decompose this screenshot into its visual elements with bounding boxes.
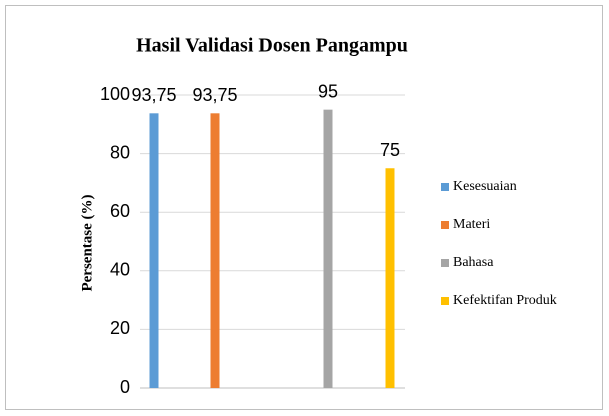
bar [149, 113, 159, 388]
bar [323, 109, 333, 389]
y-tick-label: 100 [100, 84, 130, 104]
bar [210, 113, 220, 388]
data-label: 75 [380, 140, 400, 160]
legend-swatch [441, 259, 449, 267]
data-label: 93,75 [131, 85, 176, 105]
y-tick-label: 40 [110, 260, 130, 280]
y-tick-label: 60 [110, 201, 130, 221]
legend-swatch [441, 183, 449, 191]
y-tick-label: 80 [110, 142, 130, 162]
legend-label: Kesesuaian [453, 179, 517, 194]
data-label: 95 [318, 81, 338, 101]
legend-label: Materi [453, 217, 490, 232]
bar [385, 168, 395, 388]
chart-title: Hasil Validasi Dosen Pangampu [136, 35, 408, 57]
legend-label: Kefektifan Produk [453, 293, 557, 308]
legend-swatch [441, 221, 449, 229]
y-axis-label: Persentase (%) [79, 194, 95, 291]
y-tick-label: 0 [120, 377, 130, 397]
legend-label: Bahasa [453, 255, 494, 270]
legend-swatch [441, 297, 449, 305]
chart-border [5, 5, 603, 410]
y-tick-label: 20 [110, 318, 130, 338]
data-label: 93,75 [192, 85, 237, 105]
